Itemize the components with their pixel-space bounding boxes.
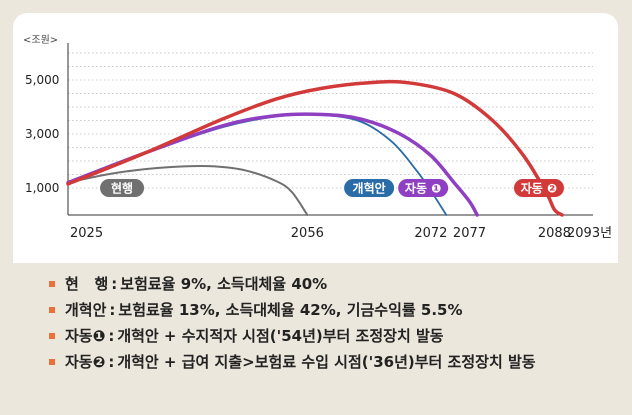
unit-label: <조원> bbox=[23, 34, 58, 46]
chart-panel: <조원> 1,000 3,000 5,000 현행 개혁안 자동 ❶ 자동 ❷ 2025 2… bbox=[13, 13, 618, 263]
series-label-1: 개혁안 bbox=[344, 179, 395, 197]
bullet-icon bbox=[49, 333, 55, 339]
bullet-icon bbox=[49, 307, 55, 313]
x-tick-label: 2025 bbox=[70, 226, 103, 241]
y-tick-label: 1,000 bbox=[25, 181, 59, 195]
svg-text:개혁안: 개혁안 bbox=[353, 181, 386, 196]
y-tick-label: 3,000 bbox=[25, 127, 59, 141]
legend-item-current: 현 행: 보험료율 9%, 소득대체율 40% bbox=[13, 271, 618, 297]
legend-key: 현 행 bbox=[65, 275, 109, 293]
legend-desc: 보험료율 9%, 소득대체율 40% bbox=[120, 275, 328, 293]
chart-card: <조원> 1,000 3,000 5,000 현행 개혁안 자동 ❶ 자동 ❷ 2025 2… bbox=[13, 13, 618, 405]
series-line-3 bbox=[66, 79, 564, 217]
series-line-2 bbox=[66, 112, 479, 217]
y-tick-label: 5,000 bbox=[25, 73, 59, 87]
svg-text:자동 ❶: 자동 ❶ bbox=[405, 181, 441, 196]
series-label-2: 자동 ❶ bbox=[398, 179, 449, 197]
x-tick-label: 2056 bbox=[291, 226, 324, 241]
legend-desc: 개혁안 + 수지적자 시점('54년)부터 조정장치 발동 bbox=[117, 327, 444, 345]
legend-item-auto1: 자동❶: 개혁안 + 수지적자 시점('54년)부터 조정장치 발동 bbox=[13, 323, 618, 349]
legend-key: 자동❶ bbox=[65, 327, 106, 345]
fund-balance-chart: <조원> 1,000 3,000 5,000 현행 개혁안 자동 ❶ 자동 ❷ 2025 2… bbox=[23, 34, 612, 241]
legend-key: 자동❷ bbox=[65, 353, 106, 371]
legend-key: 개혁안 bbox=[65, 301, 107, 319]
x-tick-label: 2072 bbox=[414, 226, 447, 241]
legend-item-reform: 개혁안: 보험료율 13%, 소득대체율 42%, 기금수익률 5.5% bbox=[13, 297, 618, 323]
x-tick-label: 2088 bbox=[538, 226, 571, 241]
svg-text:자동 ❷: 자동 ❷ bbox=[521, 181, 557, 196]
series-line-0 bbox=[67, 164, 309, 216]
legend-desc: 개혁안 + 급여 지출>보험료 수입 시점('36년)부터 조정장치 발동 bbox=[117, 353, 536, 371]
series-label-3: 자동 ❷ bbox=[513, 179, 564, 197]
bullet-icon bbox=[49, 359, 55, 365]
bullet-icon bbox=[49, 281, 55, 287]
legend-desc: 보험료율 13%, 소득대체율 42%, 기금수익률 5.5% bbox=[118, 301, 463, 319]
legend-item-auto2: 자동❷: 개혁안 + 급여 지출>보험료 수입 시점('36년)부터 조정장치 발… bbox=[13, 349, 618, 375]
x-tick-label: 2093년 bbox=[567, 226, 612, 241]
series-label-0: 현행 bbox=[100, 179, 145, 197]
svg-text:현행: 현행 bbox=[111, 181, 133, 196]
x-tick-label: 2077 bbox=[453, 226, 486, 241]
legend: 현 행: 보험료율 9%, 소득대체율 40% 개혁안: 보험료율 13%, 소득대… bbox=[13, 271, 618, 375]
